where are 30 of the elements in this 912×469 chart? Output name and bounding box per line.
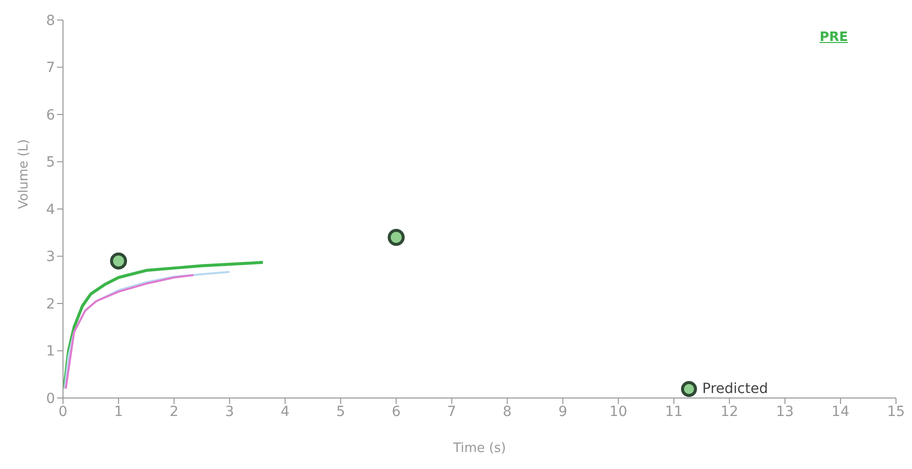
x-tick-label: 8 xyxy=(502,404,512,420)
x-tick-label: 14 xyxy=(832,404,850,420)
y-tick-label: 1 xyxy=(46,344,55,360)
y-tick-label: 5 xyxy=(46,154,55,171)
y-tick-label: 6 xyxy=(46,107,56,124)
y-tick-label: 2 xyxy=(46,296,55,312)
x-tick-label: 13 xyxy=(776,404,794,420)
y-tick-label: 0 xyxy=(46,390,55,407)
y-tick-label: 3 xyxy=(46,249,55,266)
x-axis-title: Time (s) xyxy=(452,441,506,456)
x-tick-label: 5 xyxy=(336,404,346,420)
x-tick-label: 2 xyxy=(170,404,179,420)
y-tick-label: 4 xyxy=(46,202,56,218)
x-tick-label: 1 xyxy=(114,404,123,420)
x-tick-label: 4 xyxy=(280,404,290,420)
x-tick-label: 15 xyxy=(887,404,905,420)
x-tick-label: 7 xyxy=(447,404,456,420)
x-tick-label: 12 xyxy=(720,404,738,420)
x-tick-label: 9 xyxy=(558,404,568,420)
x-tick-label: 0 xyxy=(58,404,68,420)
x-tick-label: 10 xyxy=(609,404,628,420)
x-tick-label: 11 xyxy=(664,404,683,420)
x-tick-label: 6 xyxy=(392,404,401,420)
x-tick-label: 3 xyxy=(225,404,234,420)
y-axis-title: Volume (L) xyxy=(16,139,32,209)
legend-label: Predicted xyxy=(702,381,768,397)
y-tick-label: 7 xyxy=(46,60,55,76)
y-tick-label: 8 xyxy=(46,12,55,29)
line-series xyxy=(64,274,195,390)
text: PRE xyxy=(820,30,848,45)
